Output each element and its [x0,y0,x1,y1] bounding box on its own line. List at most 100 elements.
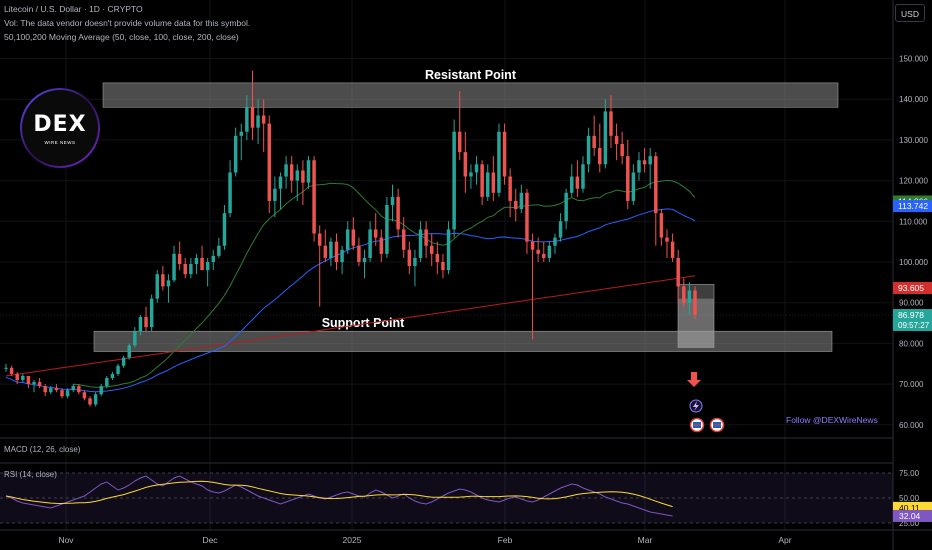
price-axis[interactable]: 150.000 140.000 130.000 120.000 110.000 100.0… [892,0,932,550]
rsi-line [5,475,673,517]
time-tick-label: Apr [778,535,791,545]
candle [21,375,25,381]
candle [542,253,546,258]
volume-notice: Vol: The data vendor doesn't provide vol… [4,18,251,28]
candle [357,245,361,262]
candle [245,107,249,132]
candle [99,386,103,395]
price-tag [893,308,932,331]
price-tick-label: 120.000 [899,177,928,186]
symbol-title[interactable]: Litecoin / U.S. Dollar · 1D · CRYPTO [4,4,143,14]
candle [654,156,658,214]
time-tick-label: Nov [58,535,74,545]
candle [586,135,591,165]
time-tick-label: Dec [202,535,218,545]
candle [228,172,232,214]
price-tick-label: 70.000 [899,380,924,389]
candle [457,131,462,153]
candle [211,255,215,262]
candle [261,115,266,124]
candle [665,237,669,242]
candle [418,229,423,258]
candle [15,373,19,381]
candle [9,367,14,374]
candle [161,274,165,287]
candle [385,205,389,254]
candle [351,229,356,246]
candle [452,131,456,230]
candle [138,316,143,332]
candle [570,176,574,193]
candle [312,160,316,234]
rsi-tick-label: 75.00 [899,469,920,478]
candle [581,164,585,189]
price-tag [893,282,932,295]
moving-averages [5,179,696,393]
price-tag-label: 113.742 [898,201,928,211]
candle [413,257,417,267]
candle [54,388,59,391]
candle [217,245,221,256]
price-tick-label: 150.000 [899,54,928,63]
rsi-tag-label: 32.04 [899,511,921,521]
candle [121,357,126,366]
zone-label: Resistant Point [425,68,517,82]
candle [687,290,692,303]
candle [194,257,199,265]
candle [317,233,322,246]
candle [200,257,204,271]
candle [105,377,109,387]
candle [631,172,636,201]
candle [65,390,70,397]
follow-text: Follow @DEXWireNews [786,415,878,425]
candle [60,390,64,397]
rsi-label[interactable]: RSI (14, close) [4,470,57,479]
candle [441,261,445,271]
candle [267,123,272,201]
candle [295,170,300,181]
candle [88,398,92,405]
candle [110,373,115,378]
zone-box [102,82,839,108]
price-tick-label: 140.000 [899,95,928,104]
candle [37,382,42,387]
candle [693,290,697,315]
candle [177,253,182,265]
price-tick-label: 60.000 [899,421,924,430]
candle [564,192,568,222]
candle [547,245,552,258]
event-marks [687,372,725,433]
macd-label[interactable]: MACD (12, 26, close) [4,445,81,454]
ma-legend[interactable]: 50,100,200 Moving Average (50, close, 10… [4,32,239,42]
candle [306,160,311,183]
price-tick-label: 110.000 [899,217,928,226]
candle [284,164,288,177]
candle [508,176,512,201]
candle [82,392,87,399]
candle [502,131,507,177]
candle [553,237,557,246]
rsi-tick-label: 50.00 [899,494,920,503]
candle [362,257,367,262]
price-tick-label: 100.000 [899,258,928,267]
currency-button[interactable]: USD [895,4,925,22]
candle [334,241,339,262]
candle [401,229,406,250]
candle [463,152,468,177]
candle [49,388,53,393]
time-tick-label: 2025 [343,535,362,545]
candle [446,229,451,271]
candle [491,172,496,193]
candle [77,386,81,393]
candle [250,107,255,128]
candle [614,135,619,144]
dex-logo: DEX WIRE NEWS [20,70,98,184]
candle [189,264,193,275]
candle [407,249,412,267]
time-axis[interactable]: Nov Dec 2025 Feb Mar Apr [0,529,932,545]
logo-ring [20,88,100,168]
candle [301,170,305,183]
candle [497,131,501,193]
